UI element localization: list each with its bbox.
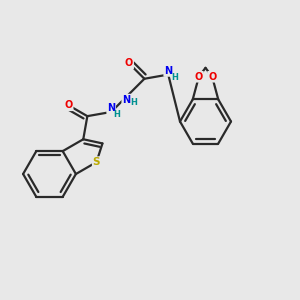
- Text: S: S: [93, 157, 100, 167]
- Text: O: O: [64, 100, 73, 110]
- Text: N: N: [107, 103, 115, 113]
- Text: O: O: [125, 58, 133, 68]
- Text: H: H: [113, 110, 120, 119]
- Text: H: H: [171, 73, 178, 82]
- Text: O: O: [208, 72, 216, 82]
- Text: N: N: [164, 66, 172, 76]
- Text: O: O: [195, 72, 203, 82]
- Text: H: H: [130, 98, 136, 107]
- Text: N: N: [122, 94, 130, 105]
